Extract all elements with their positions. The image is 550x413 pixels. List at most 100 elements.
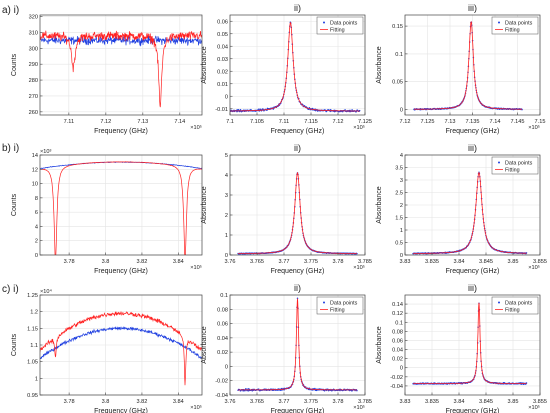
y-tick-label: -0.01 — [215, 107, 228, 113]
y-axis-label: Absorbance — [201, 186, 208, 223]
x-axis-label: Frequency (GHz) — [94, 408, 148, 413]
x-multiplier: ×10⁵ — [353, 124, 365, 131]
data-point — [239, 109, 242, 111]
x-tick-label: 3.76 — [225, 259, 236, 265]
legend-marker-points — [498, 161, 500, 164]
x-tick-label: 3.775 — [304, 399, 318, 405]
chart-panel-a-iii: 7.12 7.125 7.13 7.135 7.14 7.145 7.15 0 0.05 0.1 0… — [376, 3, 545, 135]
legend-label: Data points — [330, 21, 358, 27]
x-tick-label: 7.11 — [279, 119, 289, 125]
y-tick-label: 8 — [35, 196, 38, 202]
y-axis-label: Absorbance — [376, 186, 383, 223]
x-multiplier: ×10⁵ — [190, 264, 202, 271]
y-tick-label: 2 — [35, 239, 38, 245]
legend-marker-points — [323, 21, 325, 24]
axes-frame — [39, 14, 203, 116]
axes-frame — [39, 154, 203, 256]
x-multiplier: ×10⁵ — [353, 264, 365, 271]
series-line-red — [40, 30, 202, 108]
y-tick-label: 0.14 — [392, 302, 403, 308]
x-tick-label: 3.84 — [173, 399, 184, 405]
y-tick-label: 2 — [225, 213, 228, 219]
series-group — [413, 21, 523, 111]
y-axis-label: Counts — [11, 193, 18, 216]
x-tick-label: 3.765 — [250, 259, 264, 265]
x-tick-label: 7.13 — [137, 119, 148, 125]
x-axis-label: Frequency (GHz) — [271, 408, 325, 413]
series-group — [40, 161, 202, 255]
y-tick-label: 3 — [225, 193, 228, 199]
y-tick-label: 0.08 — [392, 329, 403, 335]
panel-label: iii) — [468, 3, 477, 13]
y-tick-label: 0.02 — [392, 357, 403, 363]
data-point — [351, 109, 353, 111]
x-tick-label: 3.855 — [533, 259, 547, 265]
x-tick-label: 3.84 — [173, 259, 184, 265]
y-tick-label: 0.1 — [220, 293, 228, 299]
legend-label: Fitting — [505, 308, 520, 314]
y-tick-label: 0.1 — [395, 320, 403, 326]
y-tick-label: 0 — [225, 364, 228, 370]
x-tick-label: 7.125 — [358, 119, 372, 125]
x-tick-label: 3.78 — [333, 259, 344, 265]
y-tick-label: 1.1 — [30, 343, 38, 349]
y-tick-label: -0.04 — [390, 384, 403, 390]
panels-group: 7.11 7.12 7.13 7.14260270280290300310320×10… — [11, 3, 547, 413]
y-tick-label: 1.5 — [395, 216, 403, 222]
legend-box — [491, 156, 539, 175]
row-label-b: b) i) — [2, 143, 19, 154]
x-multiplier: ×10⁵ — [190, 404, 202, 411]
x-tick-label: 3.76 — [225, 399, 236, 405]
y-tick-label: 0 — [400, 253, 403, 259]
data-point — [258, 108, 260, 110]
y-tick-label: 5 — [225, 153, 228, 159]
y-tick-label: 6 — [35, 210, 38, 216]
y-tick-label: 0.02 — [217, 350, 228, 356]
y-tick-label: 4 — [225, 173, 228, 179]
x-axis-label: Frequency (GHz) — [446, 128, 500, 135]
series-line-red — [40, 311, 202, 386]
series-group — [412, 171, 528, 255]
series-group — [412, 302, 528, 386]
data-point — [251, 389, 254, 392]
x-tick-label: 3.83 — [400, 399, 411, 405]
legend-marker-points — [498, 301, 500, 304]
series-line-red — [40, 161, 202, 255]
y-tick-label: 0.04 — [217, 336, 228, 342]
y-tick-label: 260 — [29, 110, 38, 116]
series-group — [237, 297, 358, 392]
fitting-line — [413, 302, 527, 385]
series-line-blue — [40, 326, 202, 360]
axes-frame — [229, 154, 366, 256]
y-tick-label: 1.2 — [30, 310, 38, 316]
y-axis-label: Counts — [11, 53, 18, 76]
chart-panel-c-iii: 3.83 3.835 3.84 3.845 3.85 3.855 -0.04 -0.02 0 0.… — [376, 283, 547, 413]
legend-box — [316, 16, 364, 35]
axes-frame — [404, 294, 541, 396]
chart-panel-c-ii: 3.76 3.765 3.77 3.775 3.78 3.785 -0.04 -0.02 0 0.… — [201, 283, 372, 413]
plot-area — [40, 15, 202, 115]
x-tick-label: 3.85 — [508, 259, 519, 265]
x-axis-label: Frequency (GHz) — [446, 408, 500, 413]
y-axis-label: Absorbance — [201, 46, 208, 83]
panel-label: iii) — [468, 283, 477, 293]
x-tick-label: 3.83 — [400, 259, 411, 265]
x-tick-label: 3.775 — [304, 259, 318, 265]
y-tick-label: 0.06 — [392, 338, 403, 344]
x-tick-label: 7.145 — [511, 119, 525, 125]
y-tick-label: -0.02 — [215, 379, 228, 385]
y-tick-label: 1.05 — [27, 360, 38, 366]
y-tick-label: 0.5 — [395, 241, 403, 247]
series-group — [40, 30, 202, 108]
y-tick-label: 300 — [29, 46, 38, 52]
y-tick-label: 0 — [400, 366, 403, 372]
chart-panel-b-i: 3.78 3.8 3.82 3.84 0 2 4 6 8 10 12 14 ×10⁵ ×10³ Freque… — [11, 149, 203, 275]
y-tick-label: 2.5 — [395, 191, 403, 197]
y-axis-label: Absorbance — [376, 326, 383, 363]
series-group — [40, 311, 202, 386]
y-tick-label: 280 — [29, 78, 38, 84]
y-multiplier: ×10⁴ — [40, 288, 52, 295]
